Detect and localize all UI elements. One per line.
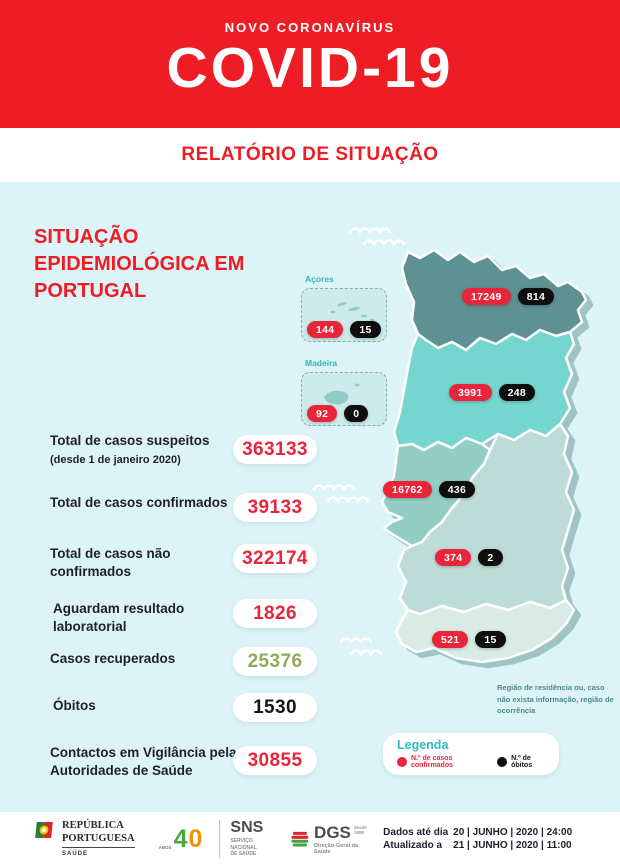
wave-icon: [339, 637, 383, 657]
badge-madeira: 92 0: [307, 405, 369, 422]
legend-item-deaths: N.º de óbitos: [497, 755, 545, 769]
anos-number-4: 4: [173, 824, 188, 853]
deaths-pill: 814: [517, 288, 555, 305]
stat-label-nao-confirmados: Total de casos não confirmados: [50, 545, 236, 580]
deaths-pill: 0: [344, 405, 369, 422]
confirmed-pill: 374: [435, 549, 472, 566]
date-value: 20 | JUNHO | 2020 | 24:00: [453, 827, 573, 838]
stat-label-laboratorial: Aguardam resultado laboratorial: [53, 600, 239, 635]
legend-deaths-label: N.º de óbitos: [511, 755, 533, 769]
dgs-title: DGS: [314, 822, 351, 842]
stat-label-suffix: (desde 1 de janeiro 2020): [50, 453, 181, 466]
footer: REPÚBLICA PORTUGUESA SAÚDE ANOS 4 0 SNS …: [0, 812, 620, 866]
stat-label-contactos: Contactos em Vigilância pelas Autoridade…: [50, 744, 255, 779]
dgs-since: desde 1899: [353, 824, 367, 835]
confirmed-pill: 17249: [462, 288, 511, 305]
stat-value-laboratorial: 1826: [233, 599, 317, 628]
sns-title: SNS: [230, 819, 264, 837]
sns-40-anos-logo: ANOS 4 0: [158, 824, 203, 854]
stat-value-recuperados: 25376: [233, 647, 317, 676]
stat-label-text: Total de casos suspeitos: [50, 433, 210, 448]
portugal-flag-icon: [35, 822, 53, 839]
section-title: SITUAÇÃO EPIDEMIOLÓGICA EM PORTUGAL: [34, 226, 245, 302]
dgs-sphere-icon: [291, 831, 309, 847]
confirmed-dot-icon: [397, 757, 407, 767]
region-note: Região de residência ou, caso não exista…: [497, 683, 614, 716]
anos-label: ANOS: [158, 844, 172, 850]
badge-norte: 17249 814: [462, 288, 555, 305]
deaths-pill: 15: [350, 321, 381, 338]
legend-box: Legenda N.º de casos confirmados N.º de …: [383, 733, 559, 775]
date-value: 21 | JUNHO | 2020 | 11:00: [453, 840, 572, 851]
sns-logo: SNS SERVIÇO NACIONAL DE SAÚDE: [219, 820, 263, 858]
report-banner: NOVO CORONAVÍRUS COVID-19: [0, 0, 620, 128]
confirmed-pill: 3991: [449, 384, 492, 401]
madeira-label: Madeira: [305, 358, 338, 368]
deaths-pill: 2: [478, 549, 503, 566]
gov-sub: SAÚDE: [62, 850, 89, 857]
stat-value-suspeitos: 363133: [233, 435, 317, 464]
badge-centro: 3991 248: [449, 384, 535, 401]
confirmed-pill: 92: [307, 405, 338, 422]
stat-label-confirmados: Total de casos confirmados: [50, 494, 236, 512]
confirmed-pill: 16762: [383, 481, 432, 498]
stat-label-text: Aguardam resultado laboratorial: [53, 601, 185, 634]
badge-alentejo: 374 2: [435, 549, 503, 566]
subtitle-bar: RELATÓRIO DE SITUAÇÃO: [0, 128, 620, 182]
date-label: Dados até dia: [383, 827, 449, 838]
date-label: Atualizado a: [383, 840, 443, 851]
gov-line1: REPÚBLICA: [62, 820, 124, 832]
dgs-logo: DGS desde 1899 Direção-Geral da Saúde: [291, 824, 369, 855]
stat-label-text: Total de casos não confirmados: [50, 546, 171, 579]
deaths-pill: 436: [438, 481, 476, 498]
deaths-pill: 15: [475, 631, 506, 648]
badge-lisboa-vale-do-tejo: 16762 436: [383, 481, 476, 498]
stat-label-suspeitos: Total de casos suspeitos (desde 1 de jan…: [50, 432, 236, 467]
legend-confirmed-label: N.º de casos confirmados: [411, 755, 454, 769]
stat-label-text: Total de casos confirmados: [50, 495, 228, 510]
dgs-sub: Direção-Geral da Saúde: [314, 842, 359, 855]
acores-label: Açores: [305, 274, 334, 284]
portugal-map: [380, 248, 588, 664]
republica-portuguesa-logo: REPÚBLICA PORTUGUESA SAÚDE: [34, 820, 135, 857]
main-panel: SITUAÇÃO EPIDEMIOLÓGICA EM PORTUGAL Tota…: [0, 182, 620, 812]
stat-value-contactos: 30855: [233, 746, 317, 775]
anos-number-0: 0: [188, 824, 202, 853]
stat-value-nao-confirmados: 322174: [233, 544, 317, 573]
report-dates: Dados até dia 20 | JUNHO | 2020 | 24:00 …: [383, 825, 603, 853]
madeira-islands: [324, 383, 360, 405]
stat-label-obitos: Óbitos: [53, 697, 239, 715]
badge-algarve: 521 15: [432, 631, 506, 648]
sns-sub: SERVIÇO NACIONAL DE SAÚDE: [230, 838, 257, 858]
gov-line2: PORTUGUESA: [62, 832, 135, 844]
legend-item-confirmed: N.º de casos confirmados: [397, 755, 481, 769]
deaths-dot-icon: [497, 757, 508, 767]
stat-label-text: Contactos em Vigilância pelas Autoridade…: [50, 745, 245, 778]
gov-divider: [62, 846, 135, 848]
badge-acores: 144 15: [307, 321, 381, 338]
acores-islands: [330, 301, 375, 322]
report-subtitle: RELATÓRIO DE SITUAÇÃO: [181, 144, 439, 165]
stat-label-text: Casos recuperados: [50, 651, 176, 666]
confirmed-pill: 144: [307, 321, 344, 338]
confirmed-pill: 521: [432, 631, 469, 648]
stat-value-obitos: 1530: [233, 693, 317, 722]
date-row-updated: Atualizado a 21 | JUNHO | 2020 | 11:00: [383, 840, 603, 851]
legend-title: Legenda: [397, 738, 449, 752]
date-row-data: Dados até dia 20 | JUNHO | 2020 | 24:00: [383, 827, 603, 838]
banner-title: COVID-19: [166, 36, 454, 100]
wave-icon: [312, 484, 370, 504]
stat-label-text: Óbitos: [53, 698, 96, 713]
banner-kicker: NOVO CORONAVÍRUS: [224, 20, 396, 35]
wave-icon: [348, 227, 406, 247]
deaths-pill: 248: [498, 384, 535, 401]
stat-value-confirmados: 39133: [233, 493, 317, 522]
stat-label-recuperados: Casos recuperados: [50, 650, 236, 668]
